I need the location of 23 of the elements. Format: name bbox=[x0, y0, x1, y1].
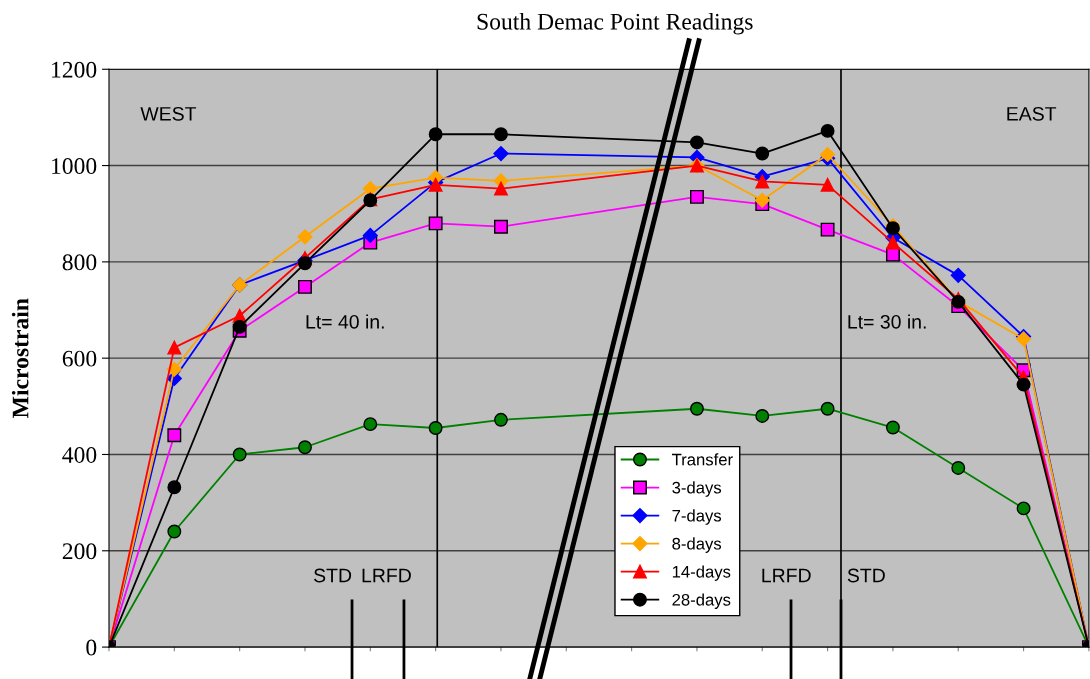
legend-label: 14-days bbox=[672, 565, 731, 581]
y-tick-label: 0 bbox=[86, 639, 97, 656]
annotation: STD bbox=[847, 568, 885, 583]
legend-label: Transfer bbox=[672, 453, 733, 466]
annotation: Lt= 40 in. bbox=[306, 314, 384, 329]
annotation: LRFD bbox=[362, 568, 411, 583]
annotation: WEST bbox=[140, 106, 197, 121]
legend-label: 3-days bbox=[672, 481, 722, 497]
annotation: EAST bbox=[1007, 106, 1057, 121]
y-axis-title: Microstrain bbox=[11, 298, 29, 418]
chart-title: South Demac Point Readings bbox=[477, 13, 753, 35]
y-tick-label: 800 bbox=[62, 254, 97, 271]
y-tick-label: 1200 bbox=[52, 61, 97, 78]
y-tick-label: 1000 bbox=[52, 158, 97, 174]
legend-label: 28-days bbox=[672, 593, 731, 609]
annotation: LRFD bbox=[762, 568, 811, 583]
legend-label: 8-days bbox=[672, 537, 722, 553]
y-tick-label: 200 bbox=[62, 543, 97, 560]
y-tick-label: 400 bbox=[62, 446, 97, 463]
annotation: Lt= 30 in. bbox=[848, 314, 926, 329]
y-tick-label: 600 bbox=[62, 350, 97, 367]
annotation: STD bbox=[314, 568, 352, 583]
legend-label: 7-days bbox=[672, 509, 722, 525]
